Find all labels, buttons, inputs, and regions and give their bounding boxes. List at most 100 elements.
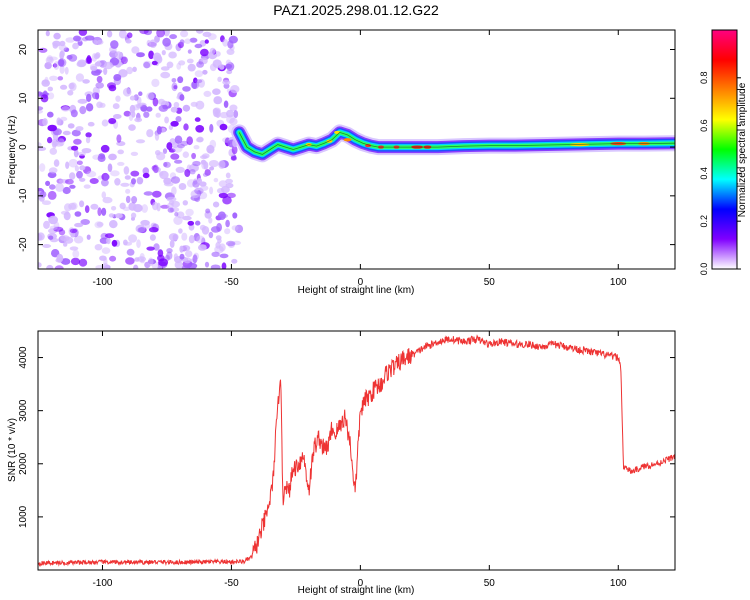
noise-blob xyxy=(38,91,43,97)
noise-blob xyxy=(113,114,122,119)
noise-blob xyxy=(219,253,229,259)
noise-blob xyxy=(72,42,79,50)
snr-xlabel: Height of straight line (km) xyxy=(298,585,415,596)
noise-blob xyxy=(69,184,76,189)
noise-blob xyxy=(217,188,225,194)
noise-blob xyxy=(123,110,131,117)
spectrogram-ytick-label: 10 xyxy=(18,92,29,104)
noise-blob xyxy=(229,104,238,112)
noise-blob xyxy=(191,81,198,89)
noise-blob xyxy=(49,75,58,82)
ridge-hotspot xyxy=(343,138,352,142)
noise-blob xyxy=(186,58,194,64)
noise-blob xyxy=(64,203,72,212)
noise-blob xyxy=(106,237,111,245)
noise-blob xyxy=(65,37,75,43)
noise-blob xyxy=(64,66,69,75)
noise-blob xyxy=(38,109,43,114)
noise-blob xyxy=(47,190,57,200)
spectrogram-xtick-label: 100 xyxy=(610,277,627,288)
noise-blob xyxy=(204,169,211,176)
noise-blob xyxy=(47,124,57,132)
noise-blob xyxy=(218,243,226,252)
noise-blob xyxy=(48,215,58,225)
noise-blob xyxy=(199,181,207,187)
noise-blob xyxy=(60,258,71,265)
noise-blob xyxy=(160,66,170,71)
noise-blob xyxy=(75,126,84,132)
spectrogram-xtick-label: -100 xyxy=(92,277,112,288)
noise-blob xyxy=(184,38,191,44)
noise-blob xyxy=(184,169,191,177)
noise-blob xyxy=(143,111,150,118)
noise-blob xyxy=(177,76,184,84)
noise-blob xyxy=(113,74,122,81)
noise-blob xyxy=(101,207,107,216)
noise-blob xyxy=(125,39,132,44)
noise-blob xyxy=(76,61,86,68)
noise-blob xyxy=(179,94,185,101)
noise-blob xyxy=(173,101,180,109)
noise-blob xyxy=(168,51,177,59)
noise-blob xyxy=(230,85,240,94)
noise-blob xyxy=(182,151,189,158)
noise-blob xyxy=(209,139,217,149)
noise-blob xyxy=(176,62,182,70)
noise-blob xyxy=(115,51,123,59)
noise-blob xyxy=(190,190,200,199)
noise-blob xyxy=(200,159,207,165)
noise-blob xyxy=(155,112,161,118)
noise-blob xyxy=(103,174,110,180)
snr-ytick-label: 2000 xyxy=(18,452,29,475)
noise-blob xyxy=(202,69,208,75)
noise-blob xyxy=(48,235,54,240)
noise-blob xyxy=(174,135,183,144)
noise-blob xyxy=(171,78,177,83)
noise-blob xyxy=(178,183,187,190)
noise-blob xyxy=(39,163,46,172)
noise-blob xyxy=(152,190,162,198)
noise-blob xyxy=(156,125,162,135)
noise-blob xyxy=(117,161,125,166)
spectrogram-frame xyxy=(37,29,676,270)
noise-blob xyxy=(219,123,228,131)
noise-blob xyxy=(216,222,223,232)
noise-blob xyxy=(185,250,193,258)
snr-ytick-label: 4000 xyxy=(18,346,29,369)
noise-blob xyxy=(156,152,166,161)
noise-blob xyxy=(78,30,88,36)
noise-blob xyxy=(178,60,186,66)
noise-blob xyxy=(68,158,78,168)
noise-blob xyxy=(189,37,198,43)
noise-blob xyxy=(203,90,212,97)
noise-blob xyxy=(152,201,159,211)
snr-xtick-label: -100 xyxy=(92,578,112,589)
noise-blob xyxy=(211,251,220,257)
noise-blob xyxy=(96,39,104,45)
snr-ytick-label: 1000 xyxy=(18,505,29,528)
noise-blob xyxy=(187,220,195,226)
noise-blob xyxy=(108,153,117,161)
noise-blob xyxy=(209,186,214,195)
noise-blob xyxy=(169,239,175,248)
noise-blob xyxy=(71,145,79,151)
noise-blob xyxy=(43,220,50,229)
noise-blob xyxy=(52,140,57,149)
noise-blob xyxy=(146,246,155,251)
noise-blob xyxy=(101,179,109,187)
noise-blob xyxy=(106,30,113,38)
spectrogram-ytick-label: -20 xyxy=(18,237,29,252)
noise-blob xyxy=(128,234,138,243)
noise-blob xyxy=(55,182,64,192)
noise-blob xyxy=(193,145,200,150)
noise-blob xyxy=(204,261,210,268)
noise-blob xyxy=(212,107,221,115)
noise-blob xyxy=(48,167,58,174)
colorbar-ticks: 0.0 0.2 0.4 0.6 0.8 xyxy=(699,72,741,275)
noise-blob xyxy=(38,233,43,241)
noise-blob xyxy=(206,144,215,154)
noise-blob xyxy=(53,159,60,167)
snr-panel: -100 -50 0 50 100 1000 2000 3000 4000 Height of … xyxy=(7,330,676,596)
noise-blob xyxy=(210,264,221,269)
